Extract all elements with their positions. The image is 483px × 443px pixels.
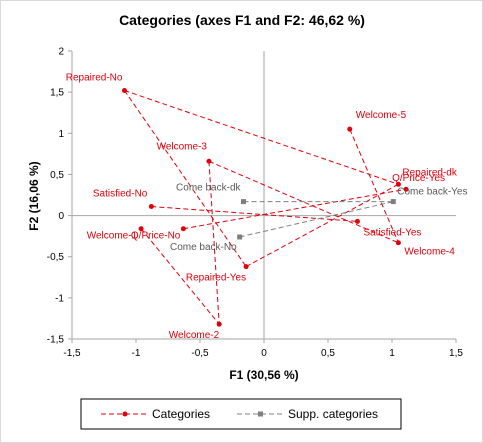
- category-point: [216, 321, 222, 327]
- category-point-label: Repaired-No: [66, 72, 123, 83]
- category-point: [243, 264, 249, 270]
- category-point-label: Welcome-1: [87, 231, 138, 242]
- category-point: [206, 158, 212, 164]
- category-point: [347, 126, 353, 132]
- legend-supp-label: Supp. categories: [288, 407, 378, 421]
- category-segment: [208, 160, 399, 244]
- x-tick-label: -1: [132, 348, 141, 359]
- labels-layer: Repaired-No Satisfied-No Welcome-3 Welcome-…: [66, 72, 468, 341]
- category-segment: [245, 183, 399, 268]
- x-tick-label: -1,5: [63, 348, 81, 359]
- category-point-label: Welcome-5: [356, 110, 407, 121]
- y-tick-label: 1: [58, 129, 64, 140]
- category-point-label: Welcome-2: [169, 330, 220, 341]
- category-segment: [151, 206, 358, 222]
- category-point-label: Q/Price-No: [131, 231, 181, 242]
- y-tick-label: 1,5: [50, 88, 64, 99]
- x-tick-label: 0: [261, 348, 267, 359]
- category-point-label: Welcome-4: [404, 247, 455, 258]
- points-layer: [121, 87, 409, 327]
- category-segment: [208, 161, 220, 325]
- category-point-label: Q/Price-Yes: [392, 173, 445, 184]
- y-tick-label: -1: [55, 293, 64, 304]
- lines-layer: [124, 90, 407, 325]
- category-point-label: Repaired-Yes: [186, 273, 246, 284]
- supp-category-point: [241, 199, 247, 205]
- x-axis-title: F1 (30,56 %): [229, 368, 298, 382]
- x-tick-label: -0,5: [191, 348, 209, 359]
- y-tick-label: 2: [58, 47, 64, 58]
- category-point: [138, 226, 144, 232]
- legend-supp-marker: [258, 411, 263, 417]
- supp-category-point-label: Come back-Yes: [397, 187, 467, 198]
- legend-categories-marker: [122, 411, 128, 417]
- supp-category-point: [390, 199, 396, 205]
- category-segment: [140, 228, 220, 325]
- category-point-label: Satisfied-No: [93, 189, 148, 200]
- supp-category-point-label: Come back-No: [170, 242, 237, 253]
- y-tick-label: 0,5: [50, 170, 64, 181]
- category-point: [403, 186, 409, 192]
- category-point: [395, 181, 401, 187]
- category-segment: [183, 188, 407, 230]
- legend: Categories Supp. categories: [80, 398, 402, 430]
- category-segment: [124, 90, 247, 267]
- supp-category-point: [237, 234, 243, 240]
- y-tick-label: -1,5: [47, 335, 65, 346]
- supp-category-point-label: Come back-dk: [176, 183, 241, 194]
- category-point: [395, 240, 401, 246]
- category-point-label: Repaired-dk: [402, 167, 457, 178]
- category-point: [180, 226, 186, 232]
- axes-layer: -1,5 -1 -0,5 0 0,5 1 1,5 -1,5 -1 -0,5 0 0,5 1 1,5 2: [47, 47, 464, 360]
- chart-title: Categories (axes F1 and F2: 46,62 %): [119, 12, 365, 28]
- x-tick-label: 1,5: [449, 348, 463, 359]
- x-tick-label: 1: [389, 348, 395, 359]
- category-segment: [349, 128, 399, 243]
- y-axis-title: F2 (16,06 %): [27, 161, 41, 230]
- category-point: [121, 87, 127, 93]
- category-segment: [124, 90, 399, 185]
- category-point: [354, 218, 360, 224]
- category-point: [148, 204, 154, 210]
- legend-categories-label: Categories: [152, 407, 210, 421]
- supp-category-segment: [239, 201, 394, 238]
- y-tick-label: -0,5: [47, 252, 65, 263]
- x-tick-label: 0,5: [321, 348, 335, 359]
- category-point-label: Satisfied-Yes: [363, 227, 421, 238]
- y-tick-label: 0: [58, 211, 64, 222]
- category-point-label: Welcome-3: [157, 141, 208, 152]
